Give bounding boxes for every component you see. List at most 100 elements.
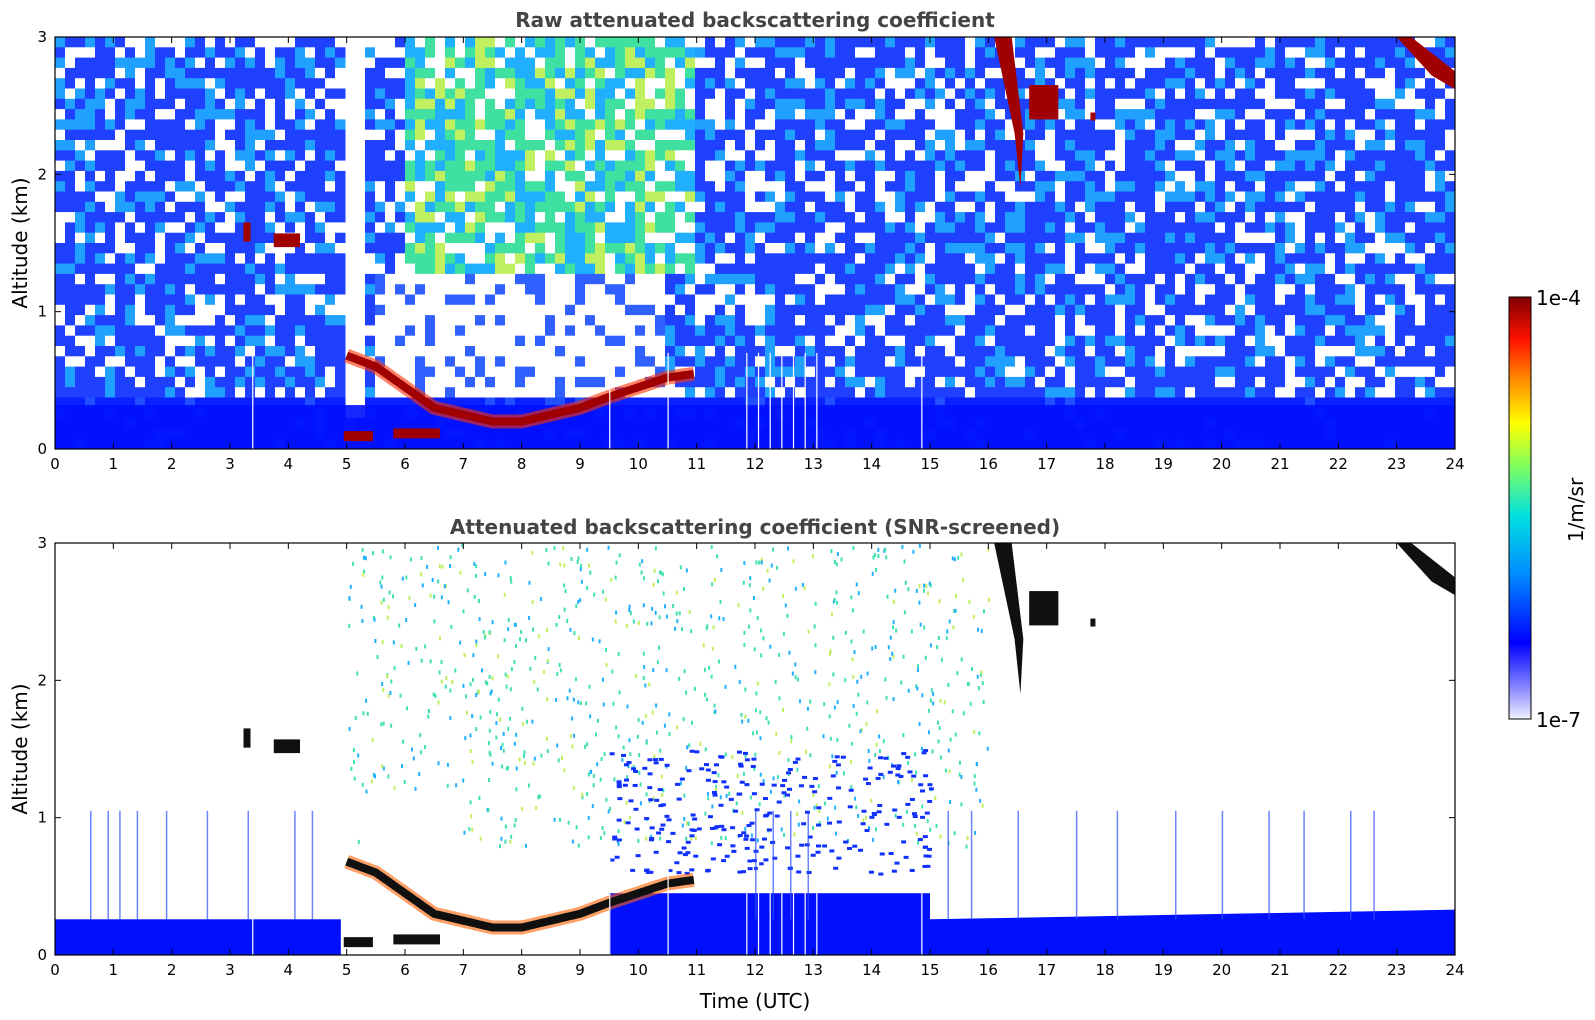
noise-cell [385,170,396,182]
noise-cell [485,160,496,172]
noise-cell [985,222,996,234]
noise-cell [445,57,456,69]
noise-cell [525,129,536,141]
noise-cell [255,335,266,347]
noise-cell [925,191,936,203]
noise-cell [865,98,876,110]
noise-cell [1295,160,1306,172]
noise-cell [95,335,106,347]
noise-cell [165,201,176,213]
noise-cell [255,294,266,306]
noise-cell [75,129,86,141]
noise-cell [945,284,956,295]
noise-cell [1185,57,1196,69]
noise-cell [255,376,266,388]
noise-cell [305,191,316,203]
noise-cell [795,263,806,275]
noise-cell [455,294,466,306]
noise-cell [755,170,766,182]
noise-cell [75,397,86,409]
noise-cell [465,243,476,254]
noise-cell [855,263,866,275]
noise-cell [75,263,86,275]
noise-cell [485,191,496,203]
noise-cell [805,335,816,347]
noise-cell [425,140,436,151]
noise-cell [1205,160,1216,172]
noise-cell [185,294,196,306]
noise-cell [585,335,596,347]
noise-cell [815,376,826,388]
noise-cell [695,335,706,347]
noise-cell [1205,57,1216,69]
noise-cell [95,78,106,89]
noise-cell [985,201,996,213]
noise-cell [975,222,986,234]
noise-cell [525,160,536,172]
noise-cell [755,325,766,337]
noise-cell [1265,273,1276,285]
noise-cell [705,201,716,213]
noise-cell [265,181,276,192]
noise-cell [755,88,766,100]
noise-cell [735,191,746,203]
noise-cell [295,304,306,316]
noise-cell [885,346,896,357]
noise-cell [455,366,466,378]
noise-cell [215,140,226,151]
noise-cell [245,57,256,69]
noise-cell [265,284,276,295]
noise-cell [525,119,536,131]
noise-cell [1065,212,1076,223]
noise-cell [705,304,716,316]
noise-cell [155,119,166,131]
noise-cell [845,119,856,131]
noise-cell [1275,201,1286,213]
noise-cell [495,335,506,347]
noise-cell [1105,191,1116,203]
noise-cell [195,67,206,79]
noise-cell [75,150,86,162]
noise-cell [1095,335,1106,347]
noise-cell [1145,67,1156,79]
noise-cell [105,47,116,59]
noise-cell [875,57,886,69]
noise-cell [1265,37,1276,48]
noise-cell [1245,78,1256,89]
noise-cell [915,160,926,172]
noise-cell [485,88,496,100]
noise-cell [1055,253,1066,265]
noise-cell [75,304,86,316]
noise-cell [1095,284,1106,295]
noise-cell [85,346,96,357]
noise-cell [95,304,106,316]
noise-cell [775,212,786,223]
noise-cell [1085,356,1096,368]
noise-cell [465,346,476,357]
noise-cell [1165,325,1176,337]
noise-cell [485,181,496,192]
noise-cell [875,387,886,398]
noise-cell [185,356,196,368]
noise-cell [645,356,656,368]
noise-cell [55,335,66,347]
noise-cell [1075,78,1086,89]
noise-cell [1205,140,1216,151]
noise-cell [205,98,216,110]
noise-cell [885,191,896,203]
noise-cell [1055,201,1066,213]
noise-cell [1085,335,1096,347]
noise-cell [1255,273,1266,285]
noise-cell [235,181,246,192]
noise-cell [985,67,996,79]
noise-cell [1225,366,1236,378]
noise-cell [745,376,756,388]
noise-cell [145,356,156,368]
noise-cell [115,67,126,79]
noise-cell [1285,181,1296,192]
noise-cell [75,78,86,89]
noise-cell [825,356,836,368]
noise-cell [845,160,856,172]
noise-cell [1235,181,1246,192]
noise-cell [1155,397,1166,409]
